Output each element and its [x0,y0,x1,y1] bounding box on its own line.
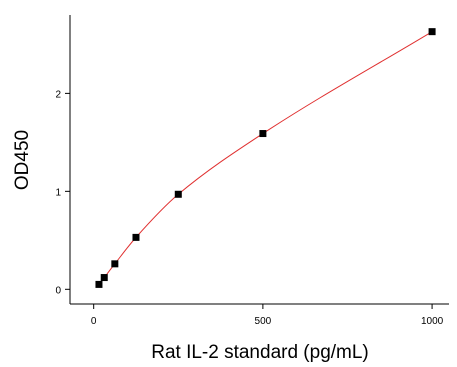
y-axis-title: OD450 [12,130,33,190]
y-tick-label: 0 [55,285,61,296]
data-point [132,233,140,241]
data-point [428,28,436,36]
plot-area: 0 1 2 0 500 1000 [55,15,449,327]
y-ticks: 0 1 2 [55,89,70,296]
data-point [95,280,103,288]
fit-curve [98,31,433,285]
data-point [174,190,182,198]
data-point [259,130,267,138]
x-ticks: 0 500 1000 [91,304,444,327]
y-tick-label: 2 [55,89,61,100]
x-tick-label: 500 [255,316,272,327]
x-tick-label: 0 [91,316,97,327]
x-tick-label: 1000 [421,316,444,327]
data-points [95,28,436,288]
data-point [100,274,108,282]
y-tick-label: 1 [55,187,61,198]
x-axis-title: Rat IL-2 standard (pg/mL) [151,342,369,363]
data-point [111,260,119,268]
